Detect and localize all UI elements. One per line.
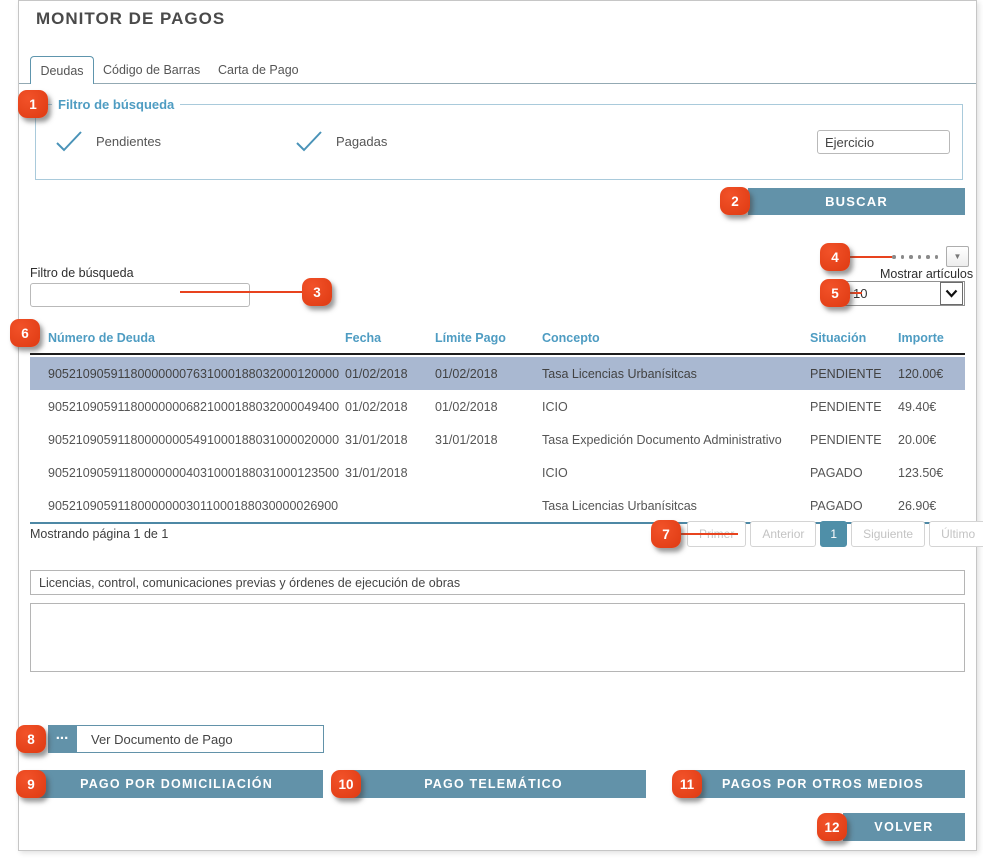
annotation-badge-10: 10 <box>331 770 361 798</box>
annotation-badge-5: 5 <box>820 279 850 307</box>
tab-deudas-label: Deudas <box>40 63 84 78</box>
checkbox-pagadas-label: Pagadas <box>336 133 388 149</box>
annotation-badge-8: 8 <box>16 725 46 753</box>
checkbox-pendientes-label: Pendientes <box>96 133 162 149</box>
cell-limite: 01/02/2018 <box>435 366 498 381</box>
concepto-detail-field[interactable] <box>30 570 965 595</box>
annotation-badge-11: 11 <box>672 770 702 798</box>
table-row[interactable]: 9052109059118000000068210001880320000494… <box>30 390 965 423</box>
ejercicio-field[interactable] <box>817 130 950 154</box>
cell-concepto: ICIO <box>542 399 568 414</box>
column-options-dots-icon <box>892 255 938 259</box>
check-icon <box>56 131 82 152</box>
annotation-badge-12: 12 <box>817 813 847 841</box>
table-row[interactable]: 9052109059118000000030110001880300000269… <box>30 489 965 522</box>
view-document-label: Ver Documento de Pago <box>91 731 233 747</box>
tab-codigo-de-barras[interactable]: Código de Barras <box>103 56 200 84</box>
annotation-badge-6: 6 <box>10 319 40 347</box>
buscar-button[interactable]: BUSCAR <box>748 188 965 215</box>
annotation-badge-7: 7 <box>651 520 681 548</box>
cell-situacion: PENDIENTE <box>810 432 882 447</box>
checkbox-pendientes[interactable]: Pendientes <box>55 130 161 152</box>
chevron-down-icon <box>940 282 963 305</box>
tab-deudas[interactable]: Deudas <box>30 56 94 84</box>
annotation-badge-9: 9 <box>16 770 46 798</box>
cell-numero: 9052109059118000000030110001880300000269… <box>48 498 339 513</box>
cell-concepto: Tasa Licencias Urbanísitcas <box>542 366 697 381</box>
table-row[interactable]: 9052109059118000000054910001880310000200… <box>30 423 965 456</box>
pago-telematico-button[interactable]: PAGO TELEMÁTICO <box>341 770 646 798</box>
column-header-situacion[interactable]: Situación <box>810 330 867 345</box>
view-document-box[interactable]: Ver Documento de Pago <box>76 725 324 753</box>
cell-fecha: 01/02/2018 <box>345 366 408 381</box>
cell-importe: 120.00€ <box>898 366 944 381</box>
quick-filter-input[interactable] <box>30 283 250 307</box>
annotation-badge-2: 2 <box>720 187 750 215</box>
pagination-last-button[interactable]: Último <box>929 521 983 547</box>
cell-fecha: 31/01/2018 <box>345 432 408 447</box>
notes-textarea[interactable] <box>30 603 965 672</box>
pagination-next-button[interactable]: Siguiente <box>851 521 926 547</box>
table-row[interactable]: 9052109059118000000076310001880320001200… <box>30 357 965 390</box>
check-icon <box>296 131 322 152</box>
column-options-dropdown-button[interactable]: ▼ <box>946 246 969 267</box>
cell-concepto: ICIO <box>542 465 568 480</box>
cell-importe: 26.90€ <box>898 498 937 513</box>
cell-numero: 9052109059118000000054910001880310000200… <box>48 432 340 447</box>
table-row[interactable]: 9052109059118000000040310001880310001235… <box>30 456 965 489</box>
tab-carta-de-pago[interactable]: Carta de Pago <box>218 56 299 84</box>
annotation-line-5 <box>846 292 862 294</box>
filter-legend: Filtro de búsqueda <box>58 97 175 112</box>
search-filter-fieldset: Filtro de búsqueda <box>35 97 963 180</box>
annotation-line-3 <box>180 291 302 293</box>
cell-numero: 9052109059118000000040310001880310001235… <box>48 465 340 480</box>
pago-domiciliacion-button[interactable]: PAGO POR DOMICILIACIÓN <box>30 770 323 798</box>
annotation-line-4 <box>846 256 892 258</box>
annotation-line-7 <box>678 533 738 535</box>
pagos-otros-medios-button[interactable]: PAGOS POR OTROS MEDIOS <box>681 770 965 798</box>
cell-numero: 9052109059118000000076310001880320001200… <box>48 366 340 381</box>
cell-numero: 9052109059118000000068210001880320000494… <box>48 399 340 414</box>
volver-button[interactable]: VOLVER <box>843 813 965 841</box>
page-title: MONITOR DE PAGOS <box>36 9 226 28</box>
show-items-label: Mostrar artículos <box>880 267 974 281</box>
annotation-badge-4: 4 <box>820 243 850 271</box>
tabs-underline <box>19 83 976 84</box>
cell-situacion: PAGADO <box>810 465 863 480</box>
annotation-badge-3: 3 <box>302 278 332 306</box>
cell-concepto: Tasa Expedición Documento Administrativo <box>542 432 782 447</box>
paging-status: Mostrando página 1 de 1 <box>30 527 169 541</box>
pagination-prev-button[interactable]: Anterior <box>750 521 817 547</box>
cell-importe: 49.40€ <box>898 399 937 414</box>
cell-situacion: PENDIENTE <box>810 366 882 381</box>
tab-carta-label: Carta de Pago <box>218 63 299 77</box>
pagination-page-1-button[interactable]: 1 <box>820 521 848 547</box>
cell-fecha: 31/01/2018 <box>345 465 408 480</box>
cell-importe: 20.00€ <box>898 432 937 447</box>
cell-situacion: PAGADO <box>810 498 863 513</box>
column-header-numero[interactable]: Número de Deuda <box>48 330 155 345</box>
table-header-row: Número de Deuda Fecha Límite Pago Concep… <box>30 322 965 355</box>
cell-limite: 31/01/2018 <box>435 432 498 447</box>
annotation-badge-1: 1 <box>18 90 48 118</box>
cell-situacion: PENDIENTE <box>810 399 882 414</box>
column-header-limite[interactable]: Límite Pago <box>435 330 506 345</box>
ellipsis-button[interactable]: ... <box>48 725 76 753</box>
column-header-importe[interactable]: Importe <box>898 330 944 345</box>
column-header-concepto[interactable]: Concepto <box>542 330 600 345</box>
quick-filter-label: Filtro de búsqueda <box>30 266 134 280</box>
cell-limite: 01/02/2018 <box>435 399 498 414</box>
cell-concepto: Tasa Licencias Urbanísitcas <box>542 498 697 513</box>
cell-importe: 123.50€ <box>898 465 944 480</box>
chevron-down-icon: ▼ <box>953 252 962 261</box>
column-header-fecha[interactable]: Fecha <box>345 330 382 345</box>
page-size-select[interactable]: 10 <box>845 281 965 306</box>
tab-codigo-label: Código de Barras <box>103 63 201 77</box>
table-body: 9052109059118000000076310001880320001200… <box>30 357 965 524</box>
cell-fecha: 01/02/2018 <box>345 399 408 414</box>
checkbox-pagadas[interactable]: Pagadas <box>295 130 387 152</box>
